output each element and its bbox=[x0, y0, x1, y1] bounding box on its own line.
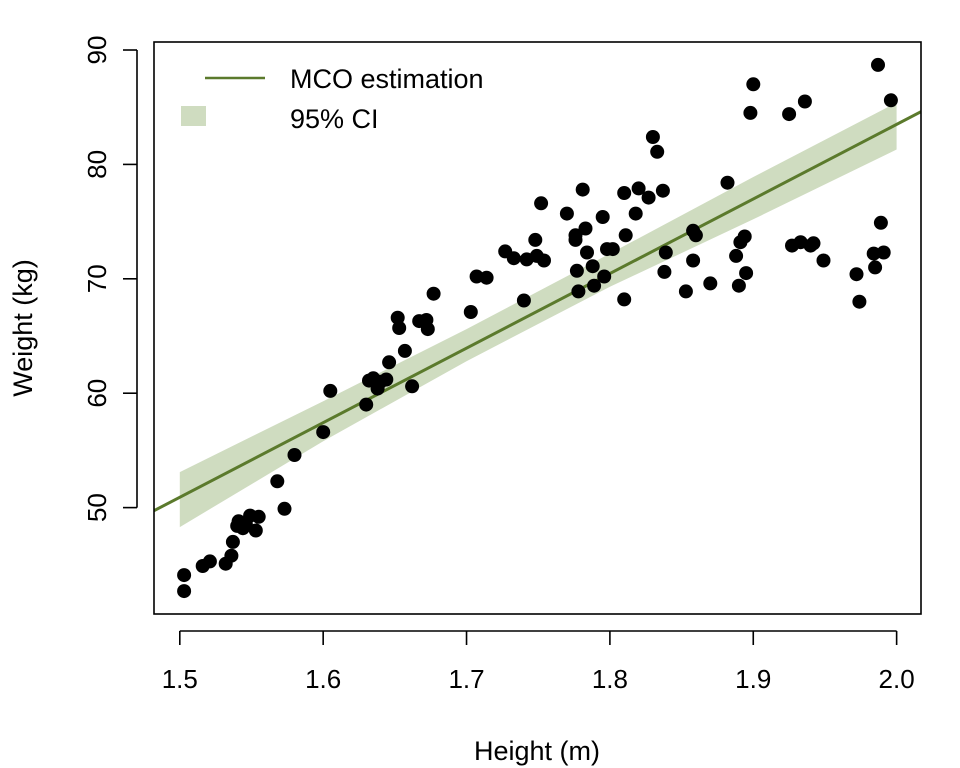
data-point bbox=[587, 278, 602, 293]
data-point bbox=[782, 107, 797, 122]
data-point bbox=[177, 584, 192, 599]
y-axis: 50 60 70 80 90 bbox=[82, 36, 138, 522]
data-point bbox=[737, 229, 752, 244]
data-point bbox=[569, 263, 584, 278]
legend-label-estimation: MCO estimation bbox=[290, 64, 484, 94]
x-tick-label: 1.7 bbox=[448, 664, 484, 694]
data-point bbox=[390, 310, 405, 325]
y-tick-label: 80 bbox=[82, 150, 112, 179]
data-point bbox=[580, 245, 594, 260]
data-point bbox=[225, 534, 240, 549]
data-point bbox=[595, 210, 610, 224]
plot-frame bbox=[153, 41, 922, 615]
data-point bbox=[645, 130, 660, 144]
data-point bbox=[686, 253, 701, 268]
data-point bbox=[270, 474, 285, 489]
data-point bbox=[852, 294, 867, 309]
plot-area bbox=[154, 57, 921, 599]
data-point bbox=[618, 228, 633, 243]
data-point bbox=[463, 305, 478, 319]
data-point bbox=[506, 251, 521, 266]
data-point bbox=[420, 322, 435, 337]
data-point bbox=[202, 554, 217, 569]
x-tick-label: 1.6 bbox=[305, 664, 341, 694]
y-axis-title: Weight (kg) bbox=[8, 259, 38, 397]
data-point bbox=[746, 77, 761, 92]
data-point bbox=[868, 260, 883, 275]
data-point bbox=[688, 228, 703, 243]
data-point bbox=[516, 293, 531, 308]
data-point bbox=[597, 269, 612, 284]
data-point bbox=[359, 397, 374, 412]
x-axis: 1.5 1.6 1.7 1.8 1.9 2.0 bbox=[162, 630, 915, 694]
data-point bbox=[248, 523, 263, 538]
data-points bbox=[177, 57, 898, 599]
data-point bbox=[382, 355, 397, 370]
data-point bbox=[568, 232, 583, 247]
data-point bbox=[617, 292, 632, 307]
data-point bbox=[479, 270, 494, 285]
data-point bbox=[605, 242, 620, 257]
legend: MCO estimation 95% CI bbox=[181, 64, 484, 134]
y-tick-label: 70 bbox=[82, 264, 112, 293]
x-tick-label: 2.0 bbox=[879, 664, 915, 694]
y-tick-label: 60 bbox=[82, 379, 112, 408]
data-point bbox=[534, 196, 549, 211]
data-point bbox=[720, 175, 735, 190]
data-point bbox=[224, 548, 239, 563]
data-point bbox=[641, 190, 656, 205]
data-point bbox=[650, 144, 665, 159]
data-point bbox=[578, 221, 593, 236]
data-point bbox=[559, 206, 574, 221]
data-point bbox=[655, 183, 670, 198]
data-point bbox=[816, 253, 831, 268]
confidence-band bbox=[179, 102, 897, 528]
y-tick-label: 50 bbox=[82, 493, 112, 522]
data-point bbox=[426, 286, 441, 301]
data-point bbox=[277, 501, 292, 516]
data-point bbox=[177, 568, 192, 583]
data-point bbox=[628, 206, 643, 221]
data-point bbox=[678, 284, 693, 299]
data-point bbox=[537, 253, 551, 268]
data-point bbox=[703, 276, 718, 291]
legend-band-swatch bbox=[181, 106, 206, 126]
data-point bbox=[575, 182, 590, 197]
data-point bbox=[405, 379, 420, 394]
data-point bbox=[631, 181, 646, 196]
data-point bbox=[743, 105, 758, 120]
data-point bbox=[392, 321, 407, 335]
data-point bbox=[871, 57, 885, 72]
data-point bbox=[657, 264, 672, 279]
data-point bbox=[883, 93, 898, 108]
data-point bbox=[739, 266, 754, 281]
x-axis-title: Height (m) bbox=[474, 736, 600, 766]
data-point bbox=[397, 343, 412, 358]
regression-line bbox=[154, 110, 921, 513]
data-point bbox=[251, 509, 266, 524]
data-point bbox=[571, 284, 586, 299]
data-point bbox=[806, 236, 821, 251]
data-point bbox=[316, 425, 331, 440]
data-point bbox=[876, 245, 891, 260]
data-point bbox=[797, 94, 812, 109]
data-point bbox=[849, 267, 864, 282]
data-point bbox=[528, 232, 543, 247]
data-point bbox=[873, 215, 888, 230]
legend-label-ci: 95% CI bbox=[290, 104, 379, 134]
data-point bbox=[379, 372, 394, 387]
x-tick-label: 1.5 bbox=[162, 664, 198, 694]
data-point bbox=[658, 245, 673, 260]
data-point bbox=[323, 383, 338, 398]
y-tick-label: 90 bbox=[82, 36, 112, 65]
data-point bbox=[731, 278, 746, 293]
x-tick-label: 1.8 bbox=[592, 664, 628, 694]
data-point bbox=[729, 248, 744, 263]
data-point bbox=[617, 186, 632, 200]
data-point bbox=[287, 448, 302, 462]
data-point bbox=[585, 259, 600, 274]
x-tick-label: 1.9 bbox=[735, 664, 771, 694]
